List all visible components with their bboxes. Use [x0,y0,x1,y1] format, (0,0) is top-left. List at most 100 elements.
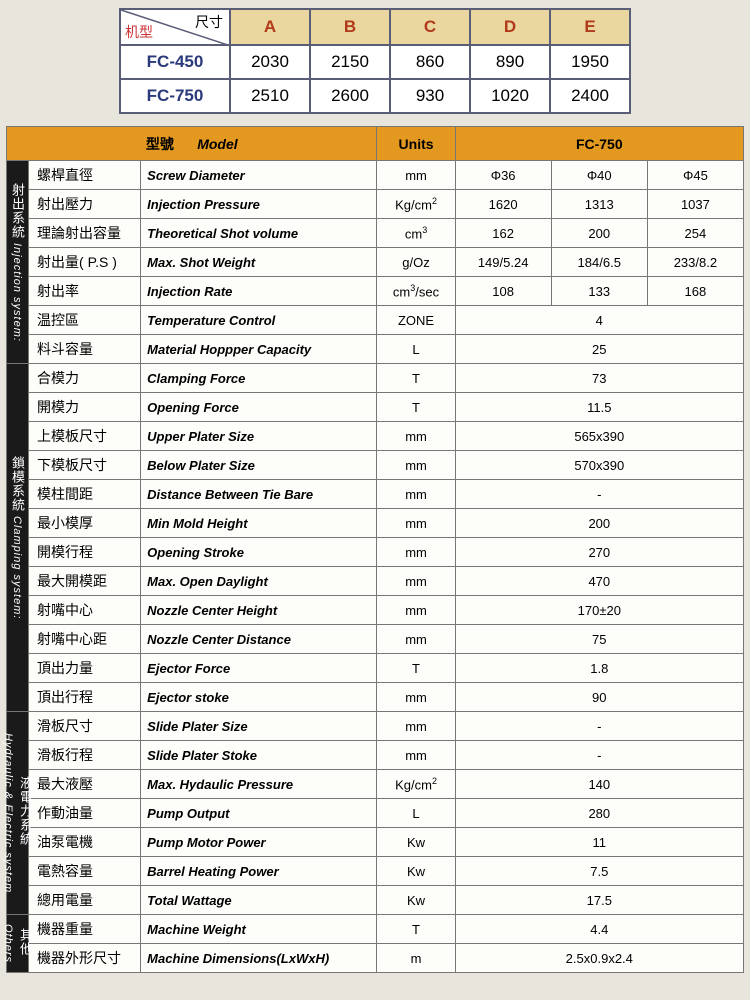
spec-value: 1313 [551,190,647,219]
spec-label-en: Theoretical Shot volume [141,219,377,248]
dim-row: FC-450 2030 2150 860 890 1950 [120,45,630,79]
spec-unit: mm [377,596,455,625]
spec-value: 140 [455,770,743,799]
spec-unit: L [377,799,455,828]
spec-label-cn: 射出量( P.S ) [29,248,141,277]
spec-label-en: Opening Stroke [141,538,377,567]
spec-row: 射嘴中心Nozzle Center Heightmm170±20 [7,596,744,625]
section-side-label: 射出系統Injection system: [7,161,29,364]
dim-cell: 2510 [230,79,310,113]
spec-unit: g/Oz [377,248,455,277]
spec-label-en: Slide Plater Stoke [141,741,377,770]
spec-unit: T [377,364,455,393]
spec-unit: Kw [377,886,455,915]
dim-col-D: D [470,9,550,45]
spec-row: 温控區Temperature ControlZONE4 [7,306,744,335]
spec-label-en: Opening Force [141,393,377,422]
spec-table: 型號 Model Units FC-750 射出系統Injection syst… [6,126,744,973]
spec-value: 270 [455,538,743,567]
spec-value: - [455,712,743,741]
spec-header-model: 型號 Model [7,127,377,161]
spec-label-en: Max. Hydaulic Pressure [141,770,377,799]
spec-value: 7.5 [455,857,743,886]
spec-row: 模柱間距Distance Between Tie Baremm- [7,480,744,509]
spec-value: Φ36 [455,161,551,190]
spec-label-cn: 最小模厚 [29,509,141,538]
spec-row: 滑板行程Slide Plater Stokemm- [7,741,744,770]
spec-label-cn: 作動油量 [29,799,141,828]
hdr-en: Model [197,136,237,152]
spec-row: 最小模厚Min Mold Heightmm200 [7,509,744,538]
spec-label-en: Ejector stoke [141,683,377,712]
spec-row: 理論射出容量Theoretical Shot volumecm316220025… [7,219,744,248]
spec-label-en: Total Wattage [141,886,377,915]
spec-row: 鎖模系統Clamping system:合模力Clamping ForceT73 [7,364,744,393]
spec-label-en: Injection Pressure [141,190,377,219]
spec-row: 射出率Injection Ratecm3/sec108133168 [7,277,744,306]
spec-value: Φ40 [551,161,647,190]
spec-value: 570x390 [455,451,743,480]
spec-row: 頂出力量Ejector ForceT1.8 [7,654,744,683]
spec-value: 184/6.5 [551,248,647,277]
spec-label-cn: 電熱容量 [29,857,141,886]
spec-label-en: Material Hoppper Capacity [141,335,377,364]
spec-unit: m [377,944,455,973]
dimensions-table: 机型 尺寸 A B C D E FC-450 2030 2150 860 890… [119,8,631,114]
spec-header-units: Units [377,127,455,161]
spec-value: 90 [455,683,743,712]
spec-label-en: Temperature Control [141,306,377,335]
spec-unit: T [377,654,455,683]
spec-unit: mm [377,538,455,567]
spec-value: 4.4 [455,915,743,944]
spec-unit: cm3 [377,219,455,248]
spec-value: - [455,480,743,509]
spec-label-cn: 射出率 [29,277,141,306]
dim-cell: 860 [390,45,470,79]
spec-label-cn: 滑板尺寸 [29,712,141,741]
spec-row: 射出壓力Injection PressureKg/cm2162013131037 [7,190,744,219]
dim-cell: 1020 [470,79,550,113]
spec-row: 最大開模距Max. Open Daylightmm470 [7,567,744,596]
spec-label-cn: 模柱間距 [29,480,141,509]
spec-unit: mm [377,567,455,596]
spec-value: 254 [647,219,743,248]
dim-cell: 1950 [550,45,630,79]
spec-label-en: Screw Diameter [141,161,377,190]
spec-label-cn: 油泵電機 [29,828,141,857]
spec-label-cn: 機器重量 [29,915,141,944]
spec-value: 11 [455,828,743,857]
dim-row-name: FC-450 [120,45,230,79]
spec-unit: Kg/cm2 [377,770,455,799]
spec-label-cn: 開模行程 [29,538,141,567]
spec-row: 開模力Opening ForceT11.5 [7,393,744,422]
spec-label-en: Ejector Force [141,654,377,683]
section-side-label: 鎖模系統Clamping system: [7,364,29,712]
spec-label-cn: 頂出力量 [29,654,141,683]
spec-value: 2.5x0.9x2.4 [455,944,743,973]
spec-row: 機器外形尺寸Machine Dimensions(LxWxH)m2.5x0.9x… [7,944,744,973]
section-side-label: 其他Others [7,915,29,973]
dim-row: FC-750 2510 2600 930 1020 2400 [120,79,630,113]
spec-row: 射出量( P.S )Max. Shot Weightg/Oz149/5.2418… [7,248,744,277]
spec-row: 上模板尺寸Upper Plater Sizemm565x390 [7,422,744,451]
spec-unit: ZONE [377,306,455,335]
dim-corner-cell: 机型 尺寸 [120,9,230,45]
spec-label-en: Distance Between Tie Bare [141,480,377,509]
spec-label-cn: 合模力 [29,364,141,393]
spec-value: 4 [455,306,743,335]
spec-unit: Kw [377,857,455,886]
spec-row: 開模行程Opening Strokemm270 [7,538,744,567]
spec-value: 149/5.24 [455,248,551,277]
spec-label-en: Injection Rate [141,277,377,306]
spec-value: 1037 [647,190,743,219]
spec-header-row: 型號 Model Units FC-750 [7,127,744,161]
spec-unit: cm3/sec [377,277,455,306]
spec-label-cn: 射出壓力 [29,190,141,219]
spec-header-product: FC-750 [455,127,743,161]
spec-value: 470 [455,567,743,596]
spec-value: 17.5 [455,886,743,915]
spec-label-cn: 上模板尺寸 [29,422,141,451]
dim-cell: 930 [390,79,470,113]
spec-unit: mm [377,712,455,741]
spec-value: 280 [455,799,743,828]
